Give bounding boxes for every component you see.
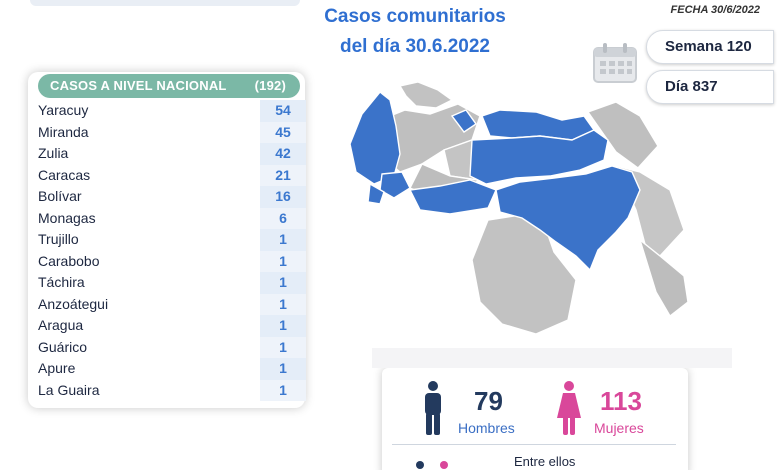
- calendar-icon: [593, 43, 637, 83]
- state-case-count: 45: [260, 121, 306, 143]
- state-name: Guárico: [38, 338, 88, 355]
- state-name: Anzoátegui: [38, 295, 109, 312]
- state-name: Caracas: [38, 166, 91, 183]
- state-name: Yaracuy: [38, 102, 89, 118]
- map-state-gray: [586, 101, 659, 169]
- table-row: Bolívar 16: [28, 186, 306, 208]
- state-name: Apure: [38, 360, 76, 376]
- table-row: Táchira 1: [28, 272, 306, 294]
- table-row: Miranda 45: [28, 121, 306, 143]
- title-line-2: del día 30.6.2022: [340, 36, 490, 57]
- state-case-count: 54: [260, 100, 306, 122]
- man-icon: [425, 381, 441, 435]
- state-case-count: 1: [260, 293, 306, 315]
- state-name: Carabobo: [38, 252, 100, 269]
- table-row: Zulia 42: [28, 143, 306, 165]
- table-rows: Yaracuy 54 Miranda 45 Zulia 42 Caracas 21 Bolíva…: [28, 100, 306, 401]
- state-case-count: 1: [260, 250, 306, 272]
- map-state-central-east: [469, 129, 609, 185]
- table-row: Monagas 6: [28, 207, 306, 229]
- state-name: Monagas: [38, 209, 96, 226]
- state-name: Bolívar: [38, 188, 82, 204]
- table-header-label: CASOS A NIVEL NACIONAL: [50, 78, 227, 93]
- state-case-count: 1: [260, 379, 306, 401]
- state-case-count: 16: [260, 186, 306, 208]
- day-badge: Día 837: [646, 70, 774, 104]
- map-state-bolivar: [495, 165, 641, 272]
- state-case-count: 1: [260, 315, 306, 337]
- between-label: Entre ellos: [514, 454, 576, 469]
- state-name: Miranda: [38, 123, 89, 140]
- national-cases-table: CASOS A NIVEL NACIONAL (192) Yaracuy 54 Mi…: [28, 72, 306, 408]
- map-state-trujillo: [379, 171, 411, 199]
- state-name: La Guaira: [38, 381, 100, 398]
- table-row: Carabobo 1: [28, 250, 306, 272]
- table-row: La Guaira 1: [28, 379, 306, 401]
- table-row: Caracas 21: [28, 164, 306, 186]
- map-state-gray: [398, 81, 454, 109]
- stats-divider: [392, 444, 676, 445]
- page-title: Casos comunitarios del día 30.6.2022: [260, 2, 570, 62]
- state-name: Zulia: [38, 145, 69, 161]
- map-state-yaracuy: [450, 109, 477, 133]
- table-header: CASOS A NIVEL NACIONAL (192): [38, 74, 300, 98]
- state-name: Aragua: [38, 317, 84, 333]
- table-row: Apure 1: [28, 358, 306, 380]
- state-case-count: 1: [260, 358, 306, 380]
- state-case-count: 21: [260, 164, 306, 186]
- women-label: Mujeres: [594, 420, 644, 436]
- date-label: FECHA 30/6/2022: [670, 4, 760, 16]
- table-row: Trujillo 1: [28, 229, 306, 251]
- state-case-count: 42: [260, 143, 306, 165]
- title-line-1: Casos comunitarios: [324, 6, 506, 27]
- week-badge: Semana 120: [646, 30, 774, 64]
- venezuela-map: [349, 81, 689, 335]
- women-count: 113: [600, 386, 642, 416]
- woman-icon: [557, 381, 581, 435]
- state-name: Trujillo: [38, 231, 79, 247]
- table-row: Aragua 1: [28, 315, 306, 337]
- table-header-total: (192): [254, 78, 286, 93]
- state-case-count: 1: [260, 336, 306, 358]
- state-case-count: 1: [260, 272, 306, 294]
- men-label: Hombres: [458, 420, 515, 436]
- table-row: Yaracuy 54: [28, 100, 306, 122]
- table-row: Guárico 1: [28, 336, 306, 358]
- state-name: Táchira: [38, 274, 85, 290]
- state-case-count: 6: [260, 207, 306, 229]
- map-state-zulia: [349, 91, 401, 185]
- map-state-tachira: [367, 182, 385, 205]
- state-case-count: 1: [260, 229, 306, 251]
- family-icon: [416, 461, 448, 469]
- top-decoration-strip: [30, 0, 300, 6]
- map-state-gray: [638, 238, 689, 318]
- men-count: 79: [474, 386, 503, 416]
- map-state-apure: [408, 179, 497, 215]
- table-row: Anzoátegui 1: [28, 293, 306, 315]
- gender-stats-panel: 79 Hombres 113 Mujeres Entre ellos: [372, 348, 732, 470]
